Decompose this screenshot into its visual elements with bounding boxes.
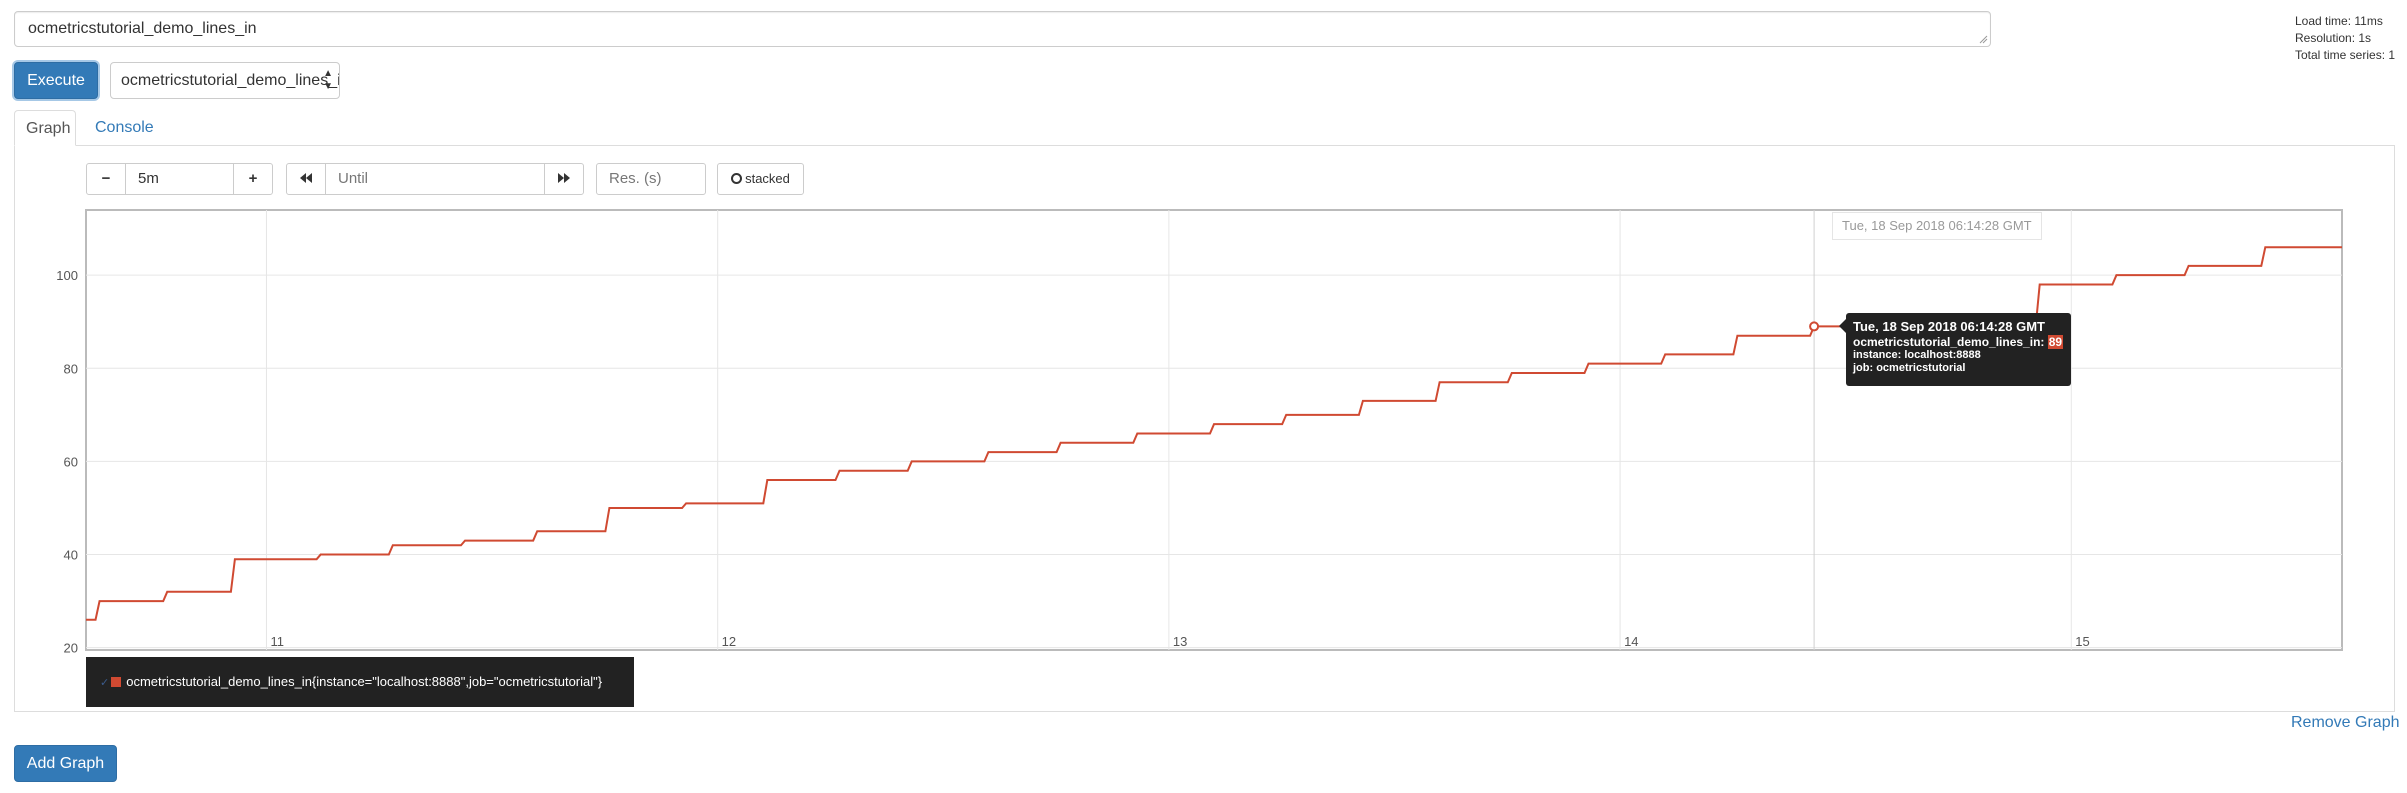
tab-graph[interactable]: Graph [14, 110, 76, 146]
tooltip-value: 89 [2047, 335, 2064, 349]
tab-console[interactable]: Console [95, 119, 154, 136]
metric-select-value: ocmetricstutorial_demo_lines_in [121, 72, 340, 89]
hover-time-label: Tue, 18 Sep 2018 06:14:28 GMT [1832, 212, 2042, 240]
y-tick-label: 80 [64, 361, 78, 376]
total-time-series: Total time series: 1 [2295, 48, 2396, 62]
resolution-input[interactable]: Res. (s) [596, 163, 706, 195]
tooltip-job: job: ocmetricstutorial [1853, 362, 1966, 374]
legend-label[interactable]: ocmetricstutorial_demo_lines_in{instance… [126, 674, 603, 689]
metric-select[interactable]: ocmetricstutorial_demo_lines_in ▲ ▼ [110, 62, 340, 99]
until-input[interactable]: Until [325, 163, 545, 195]
remove-graph-link[interactable]: Remove Graph [2291, 714, 2400, 731]
range-decrease-button[interactable]: − [86, 163, 126, 195]
fast-forward-icon [558, 173, 570, 183]
tooltip-instance: instance: localhost:8888 [1853, 349, 1981, 361]
rewind-icon [300, 173, 312, 183]
load-time: Load time: 11ms [2295, 14, 2383, 28]
legend-swatch [111, 677, 122, 687]
y-tick-label: 20 [64, 641, 78, 656]
resize-grip-icon[interactable] [1979, 35, 1988, 44]
stacked-toggle[interactable]: stacked [717, 163, 804, 195]
plot-frame [85, 209, 2343, 651]
execute-button[interactable]: Execute [14, 62, 98, 99]
x-tick-label: 15 [2075, 634, 2089, 649]
query-stats: Load time: 11ms Resolution: 1s Total tim… [2295, 13, 2395, 64]
x-tick-label: 14 [1624, 634, 1638, 649]
select-arrows-icon: ▲ ▼ [323, 68, 333, 92]
hover-point [1809, 321, 1820, 332]
time-forward-button[interactable] [544, 163, 584, 195]
expression-input[interactable]: ocmetricstutorial_demo_lines_in [14, 11, 1991, 47]
tooltip-series: ocmetricstutorial_demo_lines_in: [1853, 335, 2045, 349]
x-tick-label: 12 [722, 634, 736, 649]
y-tick-label: 100 [56, 268, 78, 283]
range-increase-button[interactable]: + [233, 163, 273, 195]
range-input[interactable]: 5m [125, 163, 234, 195]
legend-check-icon[interactable]: ✓ [100, 677, 110, 689]
add-graph-button[interactable]: Add Graph [14, 745, 117, 782]
y-tick-label: 60 [64, 454, 78, 469]
x-tick-label: 11 [270, 634, 284, 649]
hover-tooltip: Tue, 18 Sep 2018 06:14:28 GMT ocmetricst… [1839, 313, 2071, 386]
stacked-label: stacked [745, 171, 790, 186]
x-tick-label: 13 [1173, 634, 1187, 649]
resolution: Resolution: 1s [2295, 31, 2372, 45]
graph-legend: ✓ ocmetricstutorial_demo_lines_in{instanc… [86, 657, 634, 707]
y-tick-label: 40 [64, 548, 78, 563]
tooltip-arrow [1839, 319, 1846, 333]
expression-text: ocmetricstutorial_demo_lines_in [28, 20, 257, 37]
toggle-ring-icon [731, 173, 743, 184]
tooltip-time: Tue, 18 Sep 2018 06:14:28 GMT [1853, 319, 2045, 334]
